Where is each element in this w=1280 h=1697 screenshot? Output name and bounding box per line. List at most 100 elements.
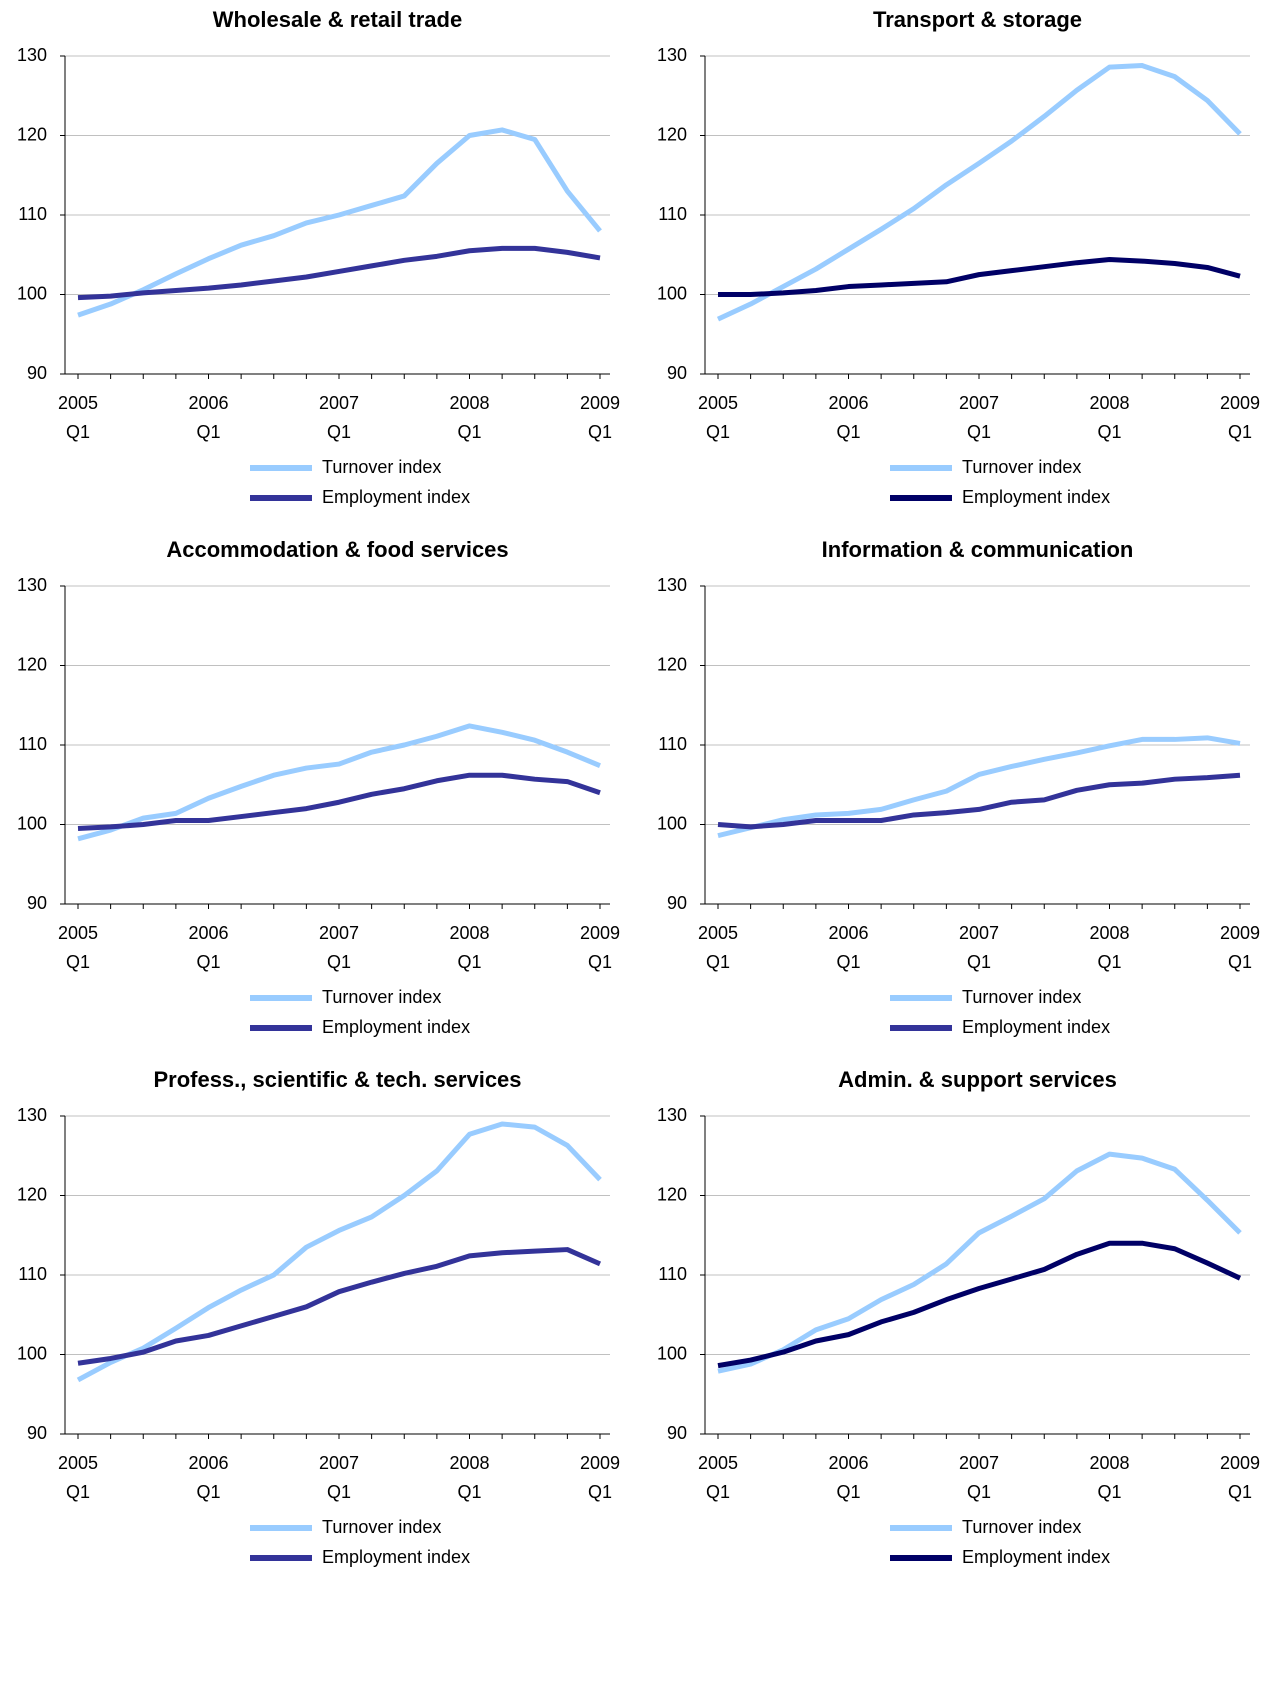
- chart-panel: Admin. & support services 90 100 110 120 130 T…: [640, 1060, 1280, 1620]
- x-tick-label: 2007 Q1: [958, 1453, 1000, 1502]
- x-tick-label: 2006 Q1: [828, 1453, 869, 1502]
- chart-panel: Profess., scientific & tech. services 90 1…: [0, 1060, 640, 1620]
- chart-title: Admin. & support services: [838, 1067, 1117, 1092]
- chart-panel: Wholesale & retail trade 90 100 110 120 130 Tu…: [0, 0, 640, 560]
- legend-label: Employment index: [962, 1547, 1110, 1567]
- chart: Profess., scientific & tech. services 90 1…: [17, 1067, 610, 1567]
- legend-label: Employment index: [962, 487, 1110, 507]
- x-tick-label: 2009 Q1: [579, 923, 621, 972]
- y-tick-label: 120: [657, 124, 687, 144]
- x-tick-label: 2008 Q1: [1089, 393, 1130, 442]
- y-tick-label: 120: [657, 654, 687, 674]
- x-tick-label: 2009 Q1: [579, 1453, 621, 1502]
- x-tick-label: 2006 Q1: [188, 923, 229, 972]
- chart: Wholesale & retail trade 90 100 110 120 130 Tu…: [17, 7, 610, 507]
- x-tick-label: 2008 Q1: [449, 923, 490, 972]
- series-line: [77, 1247, 602, 1366]
- legend-label: Employment index: [962, 1017, 1110, 1037]
- chart: Transport & storage 90 100 110 120 130 Turnove…: [657, 7, 1250, 507]
- chart-title: Transport & storage: [873, 7, 1082, 32]
- y-tick-label: 130: [657, 575, 687, 595]
- series-line: [76, 1121, 602, 1383]
- chart-title: Accommodation & food services: [166, 537, 508, 562]
- y-tick-label: 130: [17, 575, 47, 595]
- y-tick-label: 100: [17, 813, 47, 833]
- y-tick-label: 110: [658, 204, 687, 224]
- series-line: [718, 257, 1241, 297]
- y-tick-label: 130: [17, 45, 47, 65]
- series-line: [77, 723, 601, 842]
- x-tick-label: 2006 Q1: [828, 923, 869, 972]
- y-tick-label: 110: [18, 1264, 47, 1284]
- x-tick-label: 2005 Q1: [697, 393, 739, 442]
- legend-label: Turnover index: [962, 987, 1081, 1007]
- series-line: [717, 735, 1241, 839]
- x-tick-label: 2008 Q1: [449, 1453, 490, 1502]
- legend-label: Employment index: [322, 1017, 470, 1037]
- y-tick-label: 90: [667, 1423, 687, 1443]
- y-tick-label: 90: [27, 1423, 47, 1443]
- x-tick-label: 2007 Q1: [958, 393, 1000, 442]
- legend-label: Turnover index: [322, 987, 441, 1007]
- y-tick-label: 90: [27, 893, 47, 913]
- y-tick-label: 120: [657, 1184, 687, 1204]
- x-tick-label: 2009 Q1: [1219, 393, 1261, 442]
- y-tick-label: 110: [658, 734, 687, 754]
- x-tick-label: 2006 Q1: [828, 393, 869, 442]
- chart: Admin. & support services 90 100 110 120 130 T…: [657, 1067, 1250, 1567]
- chart: Accommodation & food services 90 100 110 120…: [17, 537, 610, 1037]
- x-tick-label: 2008 Q1: [1089, 1453, 1130, 1502]
- y-tick-label: 110: [18, 204, 47, 224]
- chart-panel: Transport & storage 90 100 110 120 130 Turnove…: [640, 0, 1280, 560]
- chart-title: Information & communication: [822, 537, 1134, 562]
- x-tick-label: 2006 Q1: [188, 393, 229, 442]
- series-line: [77, 772, 601, 831]
- x-tick-label: 2007 Q1: [958, 923, 1000, 972]
- y-tick-label: 90: [27, 363, 47, 383]
- y-tick-label: 90: [667, 893, 687, 913]
- series-line: [716, 63, 1242, 322]
- x-tick-label: 2005 Q1: [697, 1453, 739, 1502]
- x-tick-label: 2006 Q1: [188, 1453, 229, 1502]
- x-tick-label: 2005 Q1: [57, 1453, 99, 1502]
- series-line: [717, 1240, 1242, 1369]
- legend-label: Turnover index: [962, 457, 1081, 477]
- y-tick-label: 130: [657, 1105, 687, 1125]
- x-tick-label: 2007 Q1: [318, 393, 360, 442]
- series-line: [77, 127, 602, 318]
- legend-label: Employment index: [322, 487, 470, 507]
- legend-label: Employment index: [322, 1547, 470, 1567]
- y-tick-label: 120: [17, 1184, 47, 1204]
- chart: Information & communication 90 100 110 120 13…: [657, 537, 1250, 1037]
- y-tick-label: 100: [657, 813, 687, 833]
- x-tick-label: 2009 Q1: [1219, 1453, 1261, 1502]
- series-line: [717, 1151, 1242, 1374]
- legend-label: Turnover index: [322, 457, 441, 477]
- y-tick-label: 130: [657, 45, 687, 65]
- y-tick-label: 100: [657, 283, 687, 303]
- x-tick-label: 2005 Q1: [697, 923, 739, 972]
- x-tick-label: 2008 Q1: [1089, 923, 1130, 972]
- series-line: [77, 245, 601, 301]
- y-tick-label: 110: [18, 734, 47, 754]
- x-tick-label: 2005 Q1: [57, 393, 99, 442]
- y-tick-label: 130: [17, 1105, 47, 1125]
- y-tick-label: 100: [17, 283, 47, 303]
- chart-panel: Accommodation & food services 90 100 110 120…: [0, 530, 640, 1090]
- y-tick-label: 100: [657, 1343, 687, 1363]
- chart-panel: Information & communication 90 100 110 120 13…: [640, 530, 1280, 1090]
- series-line: [717, 772, 1241, 830]
- legend-label: Turnover index: [322, 1517, 441, 1537]
- y-tick-label: 120: [17, 654, 47, 674]
- y-tick-label: 110: [658, 1264, 687, 1284]
- x-tick-label: 2005 Q1: [57, 923, 99, 972]
- x-tick-label: 2008 Q1: [449, 393, 490, 442]
- x-tick-label: 2009 Q1: [1219, 923, 1261, 972]
- x-tick-label: 2009 Q1: [579, 393, 621, 442]
- x-tick-label: 2007 Q1: [318, 923, 360, 972]
- chart-title: Profess., scientific & tech. services: [153, 1067, 521, 1092]
- y-tick-label: 120: [17, 124, 47, 144]
- chart-title: Wholesale & retail trade: [213, 7, 462, 32]
- legend-label: Turnover index: [962, 1517, 1081, 1537]
